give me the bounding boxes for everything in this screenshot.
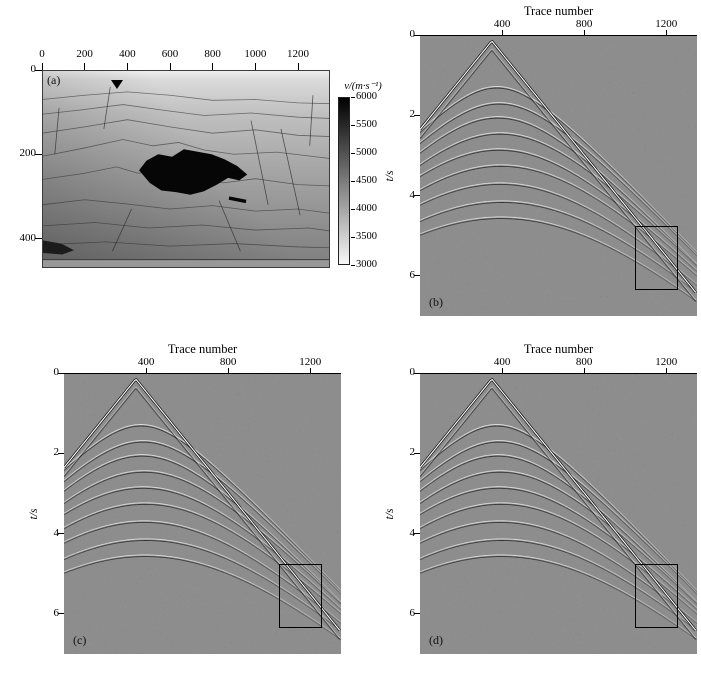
panel-seismogram-b: Trace number t/s (b) 400 800 1200 0 2 4 6 xyxy=(384,4,697,316)
x-tick-label: 800 xyxy=(219,356,237,368)
y-tick-label: 4 xyxy=(409,526,416,539)
x-tick-label: 1200 xyxy=(655,356,678,368)
panel-seismogram-d: Trace number t/s (d) 400 800 1200 0 2 4 6 xyxy=(384,342,697,654)
panel-label-b: (b) xyxy=(429,295,443,309)
x-tick-mark xyxy=(665,368,667,373)
source-marker-icon xyxy=(110,80,123,89)
x-tick-mark xyxy=(309,368,311,373)
x-axis-title-d: Trace number xyxy=(523,342,594,356)
y-tick-label: 6 xyxy=(53,606,60,619)
x-tick-label: 200 xyxy=(76,48,93,60)
colorbar: v/(m·s⁻¹) 6000 5500 5000 4500 4000 3500 3000 xyxy=(330,80,396,280)
x-tick-mark xyxy=(297,63,299,70)
panel-label-d: (d) xyxy=(429,633,443,647)
x-tick-label: 400 xyxy=(119,48,136,60)
y-tick-mark xyxy=(414,114,420,116)
x-tick-mark xyxy=(169,63,171,70)
y-tick-label: 0 xyxy=(409,366,416,378)
x-tick-label: 800 xyxy=(204,48,221,60)
highlight-box-c xyxy=(279,563,323,628)
x-tick-mark xyxy=(145,368,147,373)
y-tick-mark xyxy=(414,613,420,615)
y-tick-label: 6 xyxy=(409,606,416,619)
y-tick-label: 0 xyxy=(30,63,37,75)
colorbar-tick-mark xyxy=(351,264,355,266)
x-tick-label: 600 xyxy=(161,48,179,60)
seismogram-image-d xyxy=(420,373,697,654)
colorbar-title: v/(m·s⁻¹) xyxy=(344,81,382,92)
x-tick-mark xyxy=(583,368,585,373)
colorbar-tick-label: 3000 xyxy=(356,259,377,270)
highlight-box-b xyxy=(635,225,679,290)
x-tick-mark xyxy=(665,30,667,35)
highlight-box-d xyxy=(635,563,679,628)
y-tick-mark xyxy=(35,238,42,239)
x-tick-label: 0 xyxy=(39,48,45,60)
seismogram-image-b xyxy=(420,35,697,316)
y-tick-mark xyxy=(58,533,64,535)
colorbar-tick-label: 5000 xyxy=(356,147,377,158)
x-tick-label: 1000 xyxy=(244,48,267,60)
x-axis-title-c: Trace number xyxy=(167,342,238,356)
y-tick-mark xyxy=(35,69,42,71)
x-tick-label: 800 xyxy=(575,356,593,368)
y-tick-label: 6 xyxy=(409,268,416,281)
colorbar-tick-mark xyxy=(351,96,355,98)
y-tick-label: 2 xyxy=(409,446,416,459)
x-tick-label: 800 xyxy=(575,18,593,30)
x-tick-label: 1200 xyxy=(655,18,678,30)
y-tick-mark xyxy=(58,452,64,454)
y-tick-label: 400 xyxy=(19,231,37,244)
y-tick-label: 4 xyxy=(53,526,60,539)
x-tick-mark xyxy=(583,30,585,35)
panel-label-a: (a) xyxy=(47,73,61,87)
y-tick-mark xyxy=(35,153,42,155)
colorbar-tick-mark xyxy=(351,152,355,154)
y-tick-label: 4 xyxy=(409,188,416,201)
y-tick-mark xyxy=(414,452,420,454)
y-tick-mark xyxy=(414,34,420,36)
x-tick-mark xyxy=(254,63,256,70)
x-tick-label: 400 xyxy=(493,356,511,368)
x-tick-mark xyxy=(227,368,229,373)
x-tick-label: 400 xyxy=(493,18,511,30)
colorbar-tick-mark xyxy=(351,208,355,210)
colorbar-tick-label: 4500 xyxy=(356,175,377,186)
x-axis-title-b: Trace number xyxy=(523,4,594,18)
x-tick-mark xyxy=(212,63,214,70)
x-tick-label: 1200 xyxy=(287,48,309,60)
y-tick-mark xyxy=(58,372,64,374)
velocity-model-image xyxy=(42,70,330,268)
x-tick-mark xyxy=(84,63,86,70)
y-tick-mark xyxy=(414,372,420,374)
colorbar-gradient xyxy=(338,97,350,265)
y-tick-mark xyxy=(414,275,420,277)
colorbar-tick-label: 3500 xyxy=(356,231,377,242)
y-tick-label: 0 xyxy=(409,28,416,40)
y-tick-label: 2 xyxy=(53,446,60,459)
panel-seismogram-c: Trace number t/s (c) 400 800 1200 0 2 4 6 xyxy=(28,342,341,654)
panel-velocity-model: (a) 0 200 400 600 800 1000 1200 0 200 400 xyxy=(20,48,330,268)
seismogram-image-c xyxy=(64,373,341,654)
panel-label-c: (c) xyxy=(73,633,87,647)
y-tick-mark xyxy=(414,533,420,535)
x-tick-mark xyxy=(501,30,503,35)
colorbar-tick-label: 5500 xyxy=(356,119,377,130)
y-tick-label: 2 xyxy=(409,108,416,121)
y-tick-mark xyxy=(414,195,420,197)
x-tick-label: 1200 xyxy=(299,356,322,368)
y-tick-label: 200 xyxy=(19,147,37,160)
y-tick-label: 0 xyxy=(53,366,60,378)
colorbar-tick-mark xyxy=(351,180,355,182)
colorbar-tick-label: 6000 xyxy=(356,91,377,102)
x-tick-mark xyxy=(126,63,128,70)
x-tick-mark xyxy=(501,368,503,373)
x-tick-label: 400 xyxy=(137,356,155,368)
colorbar-tick-mark xyxy=(351,236,355,238)
colorbar-tick-label: 4000 xyxy=(356,203,377,214)
x-tick-mark xyxy=(41,63,43,70)
y-tick-mark xyxy=(58,613,64,615)
colorbar-tick-mark xyxy=(351,124,355,126)
